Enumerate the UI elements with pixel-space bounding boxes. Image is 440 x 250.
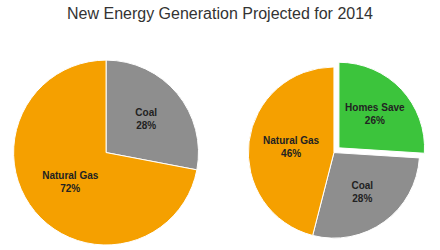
svg-text:Coal28%: Coal28% — [351, 180, 373, 204]
svg-text:New Energy Generation Projecte: New Energy Generation Projected for 2014 — [67, 5, 373, 22]
svg-text:Homes Save26%: Homes Save26% — [345, 102, 405, 126]
svg-text:Natural Gas46%: Natural Gas46% — [263, 135, 320, 159]
svg-text:Coal28%: Coal28% — [135, 107, 157, 131]
svg-text:Natural Gas72%: Natural Gas72% — [42, 170, 99, 194]
